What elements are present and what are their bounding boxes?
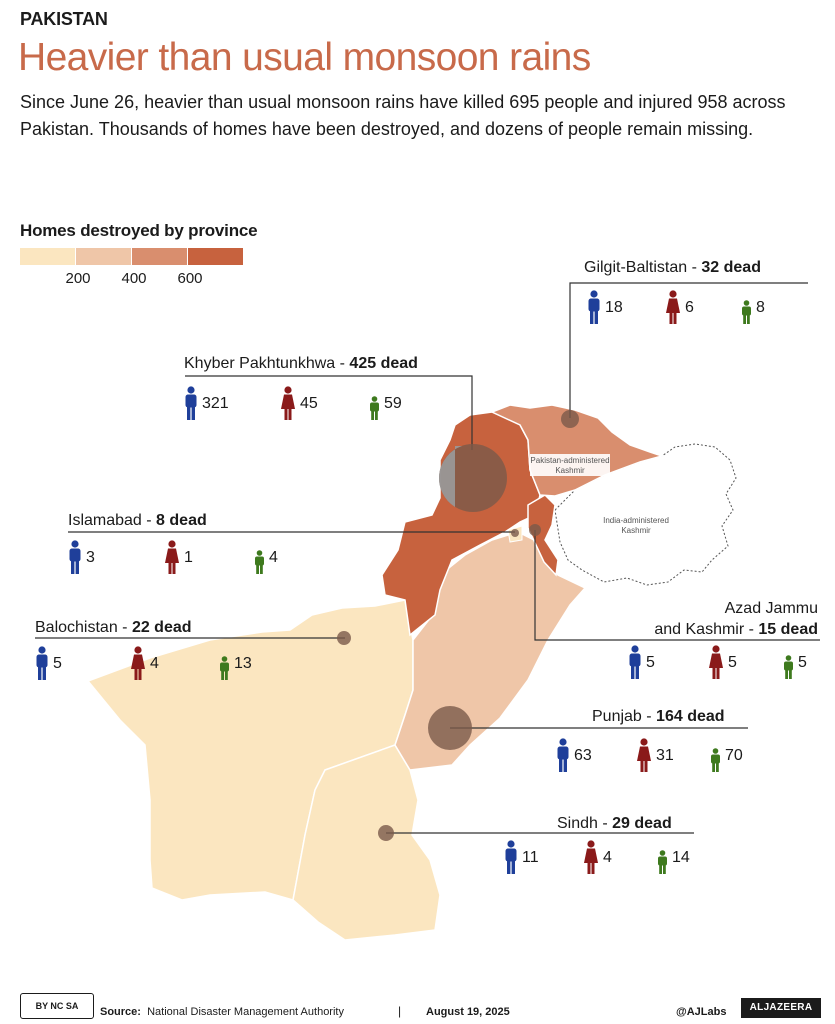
bubble-punjab xyxy=(428,706,472,750)
leader-ajk xyxy=(534,530,820,641)
province-label-kp: Khyber Pakhtunkhwa - 425 dead xyxy=(184,355,418,372)
man-icon xyxy=(184,386,198,425)
children-count: 5 xyxy=(798,654,807,671)
children-count: 14 xyxy=(672,849,690,866)
footer-handle: @AJLabs xyxy=(676,1006,727,1018)
province-label-punjab: Punjab - 164 dead xyxy=(592,708,725,725)
men-count: 5 xyxy=(53,655,62,672)
women-count: 31 xyxy=(656,747,674,764)
ajk-region xyxy=(527,494,559,577)
men-count: 3 xyxy=(86,549,95,566)
child-icon xyxy=(254,550,265,579)
province-label-balochistan: Balochistan - 22 dead xyxy=(35,619,192,636)
children-count: 13 xyxy=(234,655,252,672)
bubble-balochistan xyxy=(337,631,351,645)
bubble-islamabad xyxy=(511,529,519,537)
footer-date: August 19, 2025 xyxy=(426,1006,510,1018)
pak-kashmir-label-2: Kashmir xyxy=(555,466,585,475)
child-icon xyxy=(657,850,668,879)
man-icon xyxy=(35,646,49,685)
woman-icon xyxy=(164,540,180,579)
leader-kp xyxy=(185,375,473,450)
legend-tick: 600 xyxy=(177,270,203,287)
legend-swatch-4 xyxy=(188,248,243,265)
province-label-sindh: Sindh - 29 dead xyxy=(557,815,672,832)
cc-license-badge: BY NC SA xyxy=(20,993,94,1019)
legend-tick: 400 xyxy=(121,270,147,287)
men-count: 63 xyxy=(574,747,592,764)
children-count: 4 xyxy=(269,549,278,566)
women-count: 6 xyxy=(685,299,694,316)
footer-source: Source: National Disaster Management Aut… xyxy=(100,1006,344,1018)
woman-icon xyxy=(636,738,652,777)
bubble-gilgit xyxy=(561,410,579,428)
women-count: 4 xyxy=(603,849,612,866)
children-count: 70 xyxy=(725,747,743,764)
legend-swatch-1 xyxy=(20,248,75,265)
man-icon xyxy=(587,290,601,329)
india-kashmir-label-2: Kashmir xyxy=(621,526,651,535)
india-kashmir-label-1: India-administered xyxy=(603,516,669,525)
province-label-islamabad: Islamabad - 8 dead xyxy=(68,512,207,529)
page-title: Heavier than usual monsoon rains xyxy=(18,36,591,79)
child-icon xyxy=(783,655,794,684)
child-icon xyxy=(369,396,380,425)
child-icon xyxy=(219,656,230,685)
bubble-kp xyxy=(439,444,507,512)
man-icon xyxy=(504,840,518,879)
women-count: 5 xyxy=(728,654,737,671)
woman-icon xyxy=(708,645,724,684)
women-count: 4 xyxy=(150,655,159,672)
men-count: 18 xyxy=(605,299,623,316)
man-icon xyxy=(68,540,82,579)
legend-swatch-2 xyxy=(76,248,131,265)
pak-kashmir-label-1: Pakistan-administered xyxy=(530,456,609,465)
children-count: 8 xyxy=(756,299,765,316)
women-count: 45 xyxy=(300,395,318,412)
province-label-gilgit: Gilgit-Baltistan - 32 dead xyxy=(584,259,761,276)
man-icon xyxy=(556,738,570,777)
aljazeera-logo: ALJAZEERA xyxy=(741,998,821,1018)
men-count: 5 xyxy=(646,654,655,671)
legend-title: Homes destroyed by province xyxy=(20,221,258,240)
men-count: 11 xyxy=(522,849,539,866)
men-count: 321 xyxy=(202,395,229,412)
man-icon xyxy=(628,645,642,684)
province-label-ajk: Azad Jammu and Kashmir - 15 dead xyxy=(654,600,818,638)
sindh-region xyxy=(292,744,441,941)
leader-gilgit xyxy=(569,282,808,418)
children-count: 59 xyxy=(384,395,402,412)
bubble-sindh xyxy=(378,825,394,841)
woman-icon xyxy=(665,290,681,329)
legend-tick: 200 xyxy=(65,270,91,287)
subtitle: Since June 26, heavier than usual monsoo… xyxy=(20,92,786,139)
bubble-ajk xyxy=(529,524,541,536)
woman-icon xyxy=(583,840,599,879)
footer-separator: | xyxy=(398,1004,402,1018)
child-icon xyxy=(710,748,721,777)
child-icon xyxy=(741,300,752,329)
legend-swatch-3 xyxy=(132,248,187,265)
woman-icon xyxy=(280,386,296,425)
women-count: 1 xyxy=(184,549,193,566)
woman-icon xyxy=(130,646,146,685)
kicker: PAKISTAN xyxy=(20,9,108,29)
